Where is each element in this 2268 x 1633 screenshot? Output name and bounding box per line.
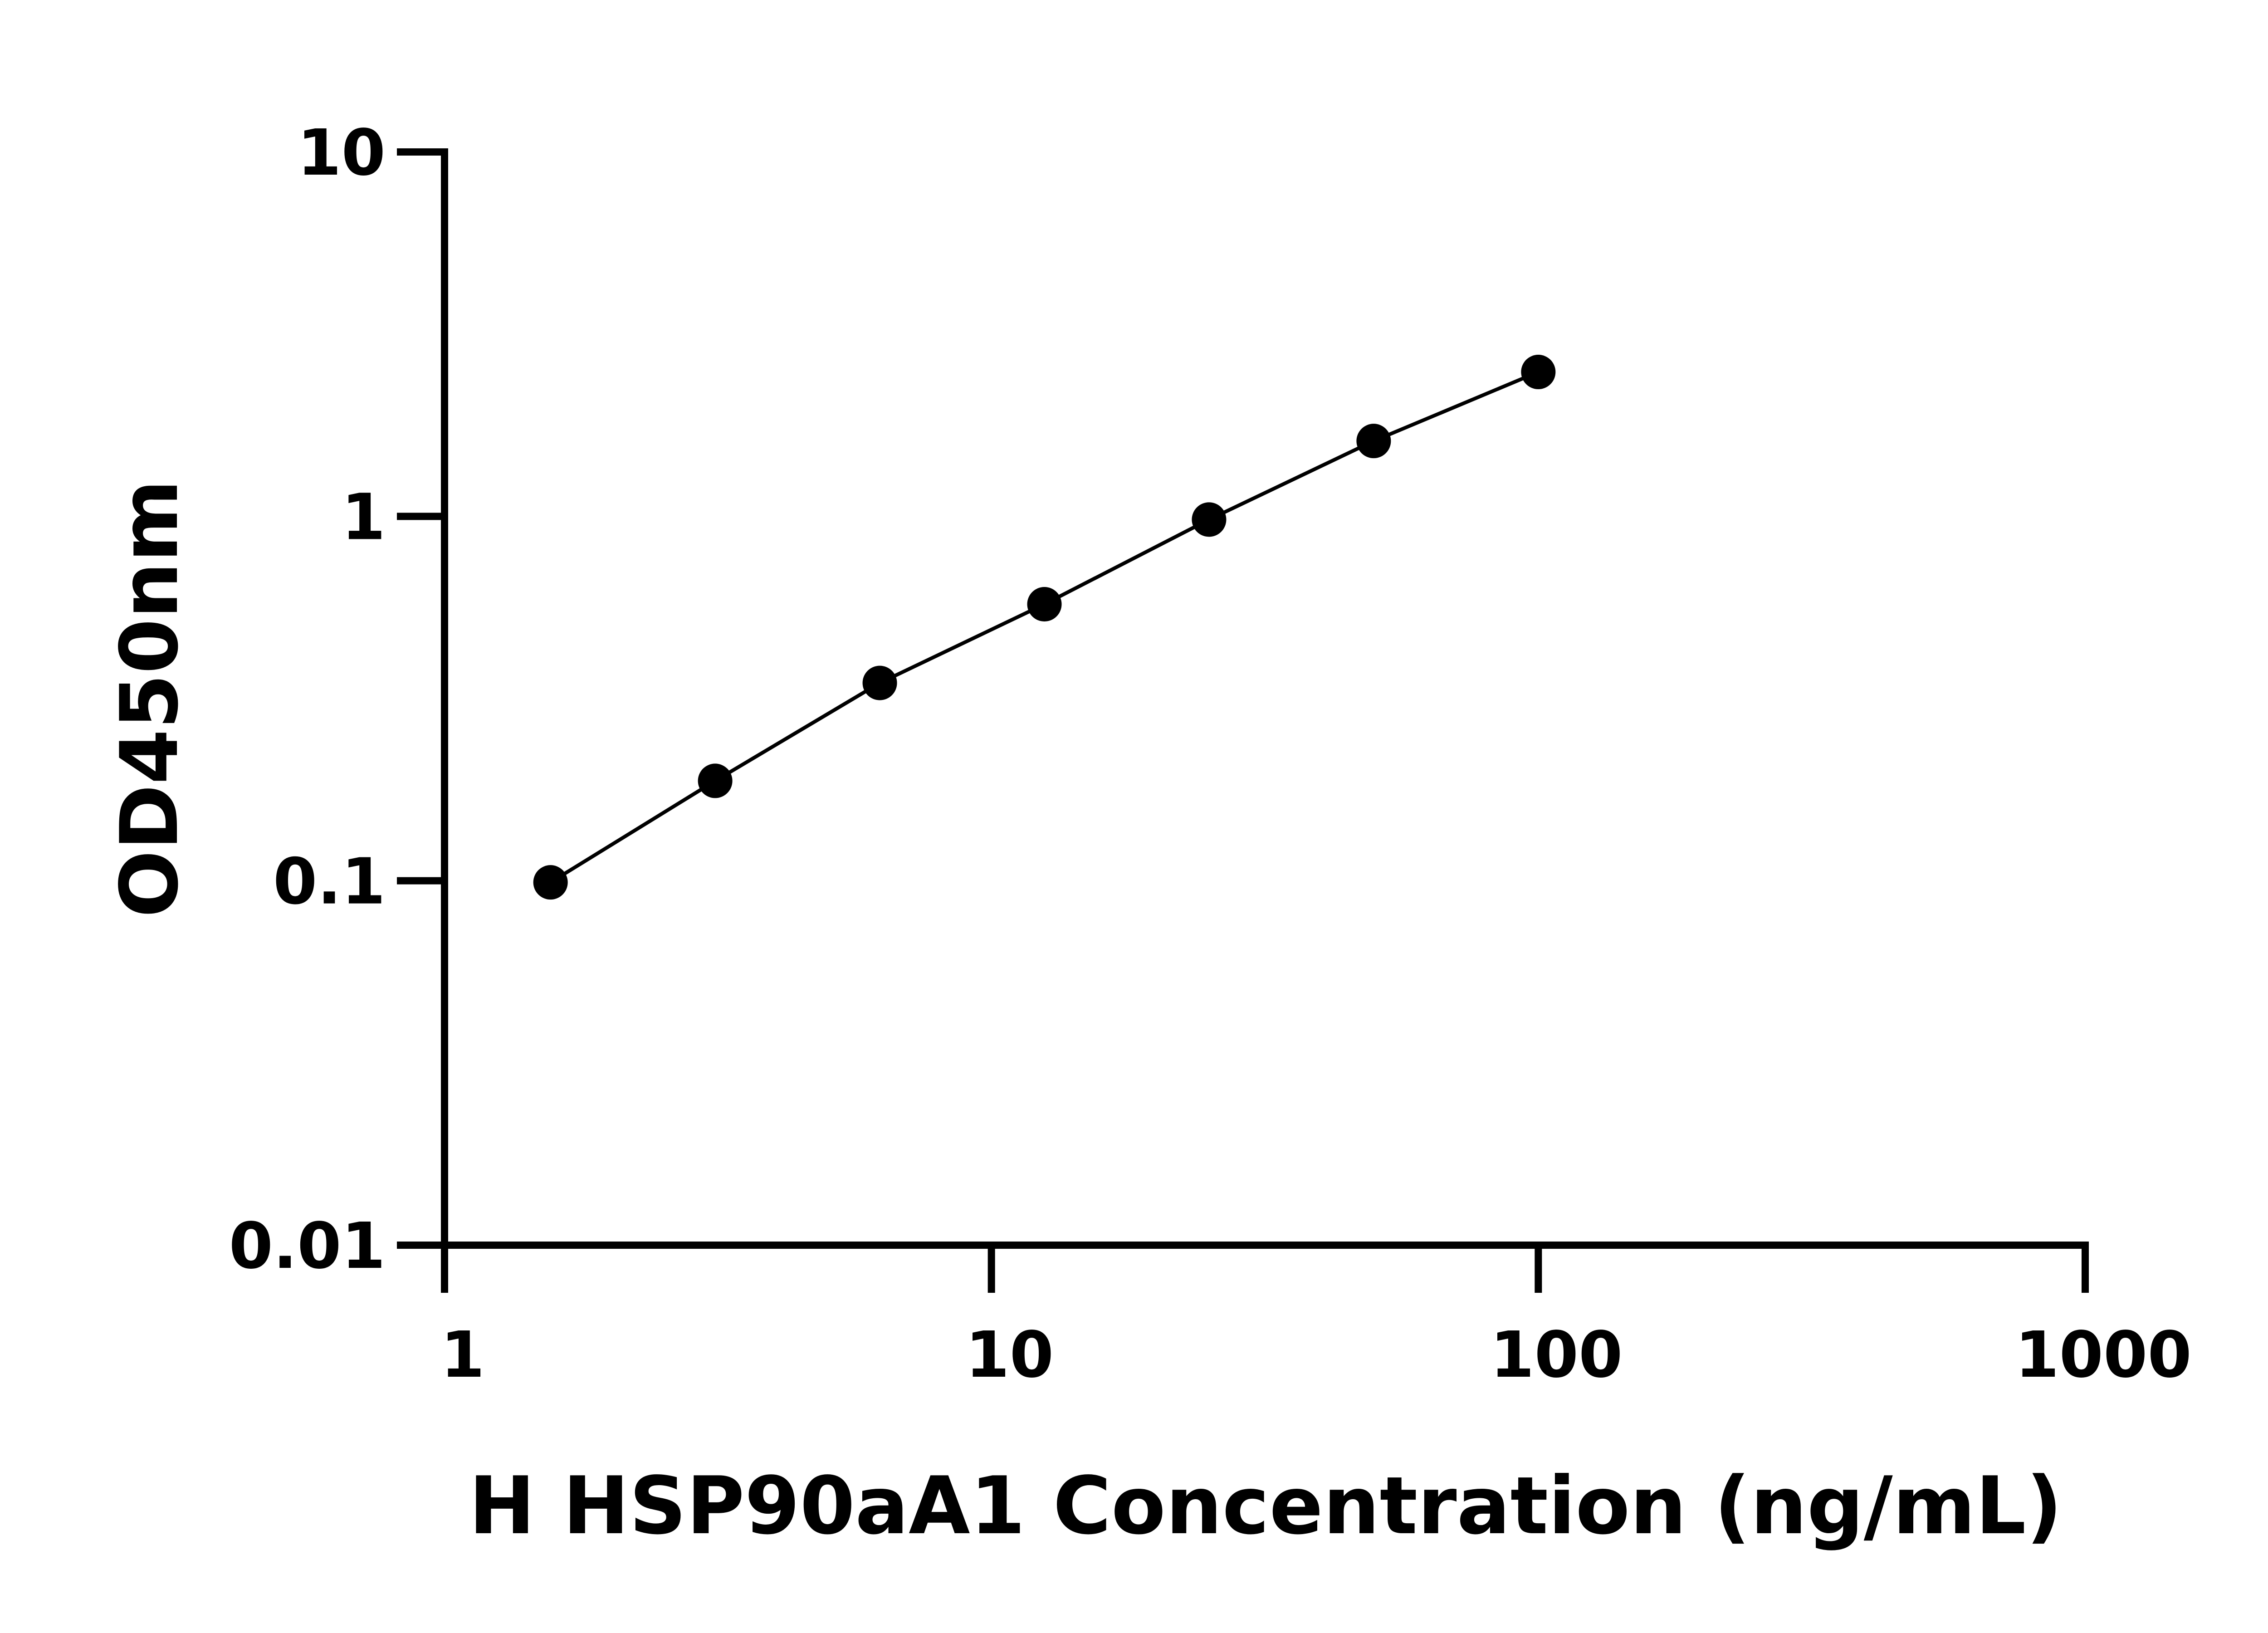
data-point <box>1192 502 1227 537</box>
series <box>533 355 1556 900</box>
x-tick-label: 1000 <box>2015 1318 2192 1392</box>
data-point <box>1356 424 1391 459</box>
x-tick-label: 100 <box>1490 1318 1623 1392</box>
data-point <box>862 665 897 700</box>
series-line <box>549 370 1539 884</box>
x-axis-label: H HSP90aA1 Concentration (ng/mL) <box>469 1460 2062 1552</box>
x-tick-label: 10 <box>965 1318 1054 1392</box>
y-tick-label: 10 <box>297 116 386 190</box>
data-point <box>1027 587 1062 622</box>
data-point <box>698 763 733 798</box>
x-tick-label: 1 <box>440 1318 484 1392</box>
y-axis-label: OD450nm <box>104 479 196 918</box>
y-tick-label: 0.01 <box>229 1209 386 1283</box>
y-tick-label: 0.1 <box>273 845 386 919</box>
data-point <box>533 865 568 900</box>
axes <box>441 148 2089 1249</box>
data-point <box>1521 355 1556 390</box>
ticks: 1 10 100 1000 0.01 0.1 1 10 <box>229 116 2192 1392</box>
y-tick-label: 1 <box>342 480 386 554</box>
